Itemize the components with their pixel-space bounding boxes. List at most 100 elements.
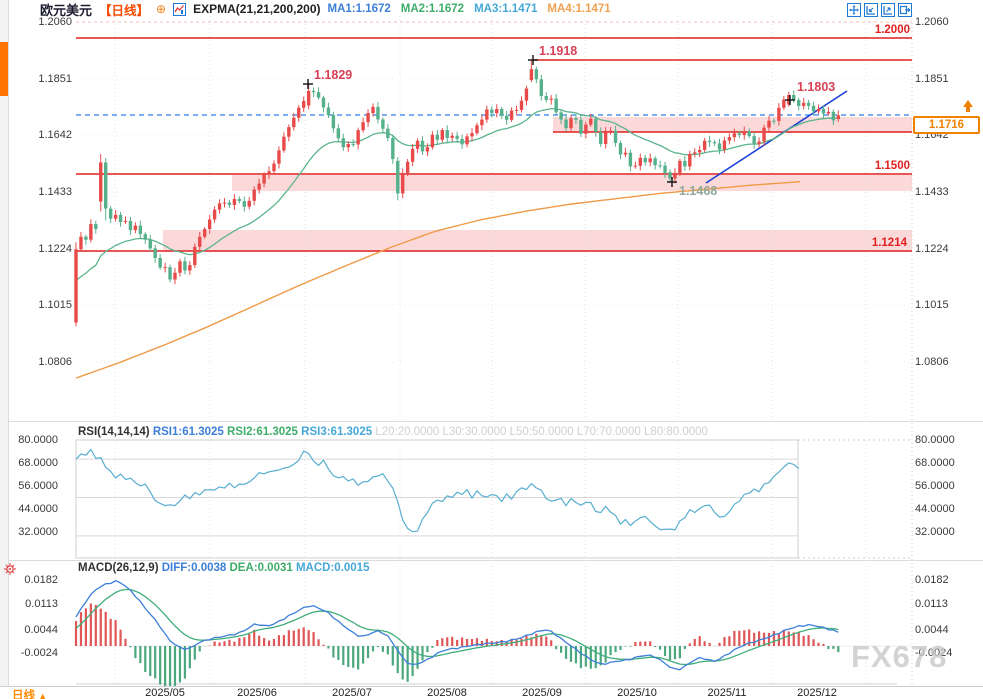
macd-tick-left: -0.0024 <box>20 647 58 659</box>
low-annotation-11468: 1.1468 <box>679 184 718 198</box>
macd-tick-right: 0.0044 <box>915 624 949 636</box>
panel-frames <box>0 421 983 561</box>
candles-layer <box>74 60 840 327</box>
watermark: FX678 <box>851 639 948 674</box>
ma-label-1: MA1:1.1672 <box>327 3 391 15</box>
rsi-layer <box>75 439 912 559</box>
date-label: 2025/12 <box>797 687 837 699</box>
ma-label-2: MA2:1.1672 <box>400 3 465 15</box>
price-tick-right: 1.1224 <box>915 243 949 255</box>
rsi-level-4: L70:70.0000 <box>576 426 644 438</box>
rsi-values: RSI1:61.3025 RSI2:61.3025 RSI3:61.3025 <box>153 426 376 438</box>
zoom-in-axis-icon[interactable] <box>881 3 895 17</box>
period-tag[interactable]: 【日线】 <box>99 3 150 18</box>
date-label: 2025/06 <box>237 687 277 699</box>
rsi-level-1: L20:20.0000 <box>375 426 443 438</box>
date-label: 2025/07 <box>332 687 372 699</box>
ma-label-4: MA4:1.1471 <box>547 3 611 15</box>
price-tick-left: 1.0806 <box>38 356 72 368</box>
price-tick-right: 1.1851 <box>915 73 949 85</box>
macd-layer <box>74 580 912 691</box>
rsi-tick-right: 80.0000 <box>915 434 955 446</box>
macd-tick-left: 0.0044 <box>24 624 58 636</box>
high-annotation-11829: 1.1829 <box>314 68 353 82</box>
macd-value-1: DIFF:0.0038 <box>161 562 230 574</box>
rsi-tick-right: 44.0000 <box>915 503 955 515</box>
rsi-header: RSI(14,14,14) RSI1:61.3025 RSI2:61.3025 … <box>78 426 708 438</box>
price-tick-right: 1.2060 <box>915 16 949 28</box>
macd-tick-right: 0.0113 <box>915 598 948 610</box>
rsi-value-2: RSI2:61.3025 <box>226 426 302 438</box>
price-tick-right: 1.1433 <box>915 186 949 198</box>
date-label: 2025/05 <box>145 687 185 699</box>
macd-tick-right: -0.0024 <box>915 647 953 659</box>
price-tick-left: 1.2060 <box>38 16 72 28</box>
rsi-level-3: L50:50.0000 <box>509 426 577 438</box>
key-markers <box>303 55 795 187</box>
price-tick-left: 1.1224 <box>38 243 72 255</box>
rsi-value-3: RSI3:61.3025 <box>301 426 376 438</box>
price-tick-right: 1.1015 <box>915 299 949 311</box>
macd-header: MACD(26,12,9) DIFF:0.0038 DEA:0.0031 MAC… <box>78 562 369 574</box>
ma-values: MA1:1.1672 MA2:1.1672 MA3:1.1471 MA4:1.1471 <box>328 3 611 15</box>
gridlines <box>76 15 913 690</box>
ma-label-3: MA3:1.1471 <box>474 3 538 15</box>
sr-lines <box>76 37 912 252</box>
supply-zones <box>163 117 912 251</box>
macd-value-3: MACD:0.0015 <box>295 562 370 574</box>
indicator-settings-icon[interactable] <box>3 562 17 576</box>
resistance-label-12000: 1.2000 <box>874 24 910 36</box>
price-tick-left: 1.1015 <box>38 299 72 311</box>
date-label: 2025/11 <box>707 687 747 699</box>
add-indicator-icon[interactable]: ⊕ <box>156 2 167 16</box>
date-label: 2025/10 <box>617 687 657 699</box>
macd-value-2: DEA:0.0031 <box>229 562 296 574</box>
pan-move-icon[interactable] <box>847 3 861 17</box>
price-up-arrow-icon <box>963 100 973 112</box>
indicator-name[interactable]: EXPMA(21,21,200,200) <box>193 2 321 16</box>
chevron-up-icon: ▲ <box>38 691 48 699</box>
macd-tick-left: 0.0113 <box>25 598 58 610</box>
rsi-levels: L20:20.0000 L30:30.0000 L50:50.0000 L70:… <box>375 426 708 438</box>
price-tick-left: 1.1433 <box>38 186 72 198</box>
date-label: 2025/08 <box>427 687 467 699</box>
rsi-tick-left: 80.0000 <box>18 434 58 446</box>
rsi-tick-left: 68.0000 <box>18 457 58 469</box>
rsi-level-5: L80:80.0000 <box>643 426 708 438</box>
price-tick-right: 1.0806 <box>915 356 949 368</box>
rsi-tick-left: 32.0000 <box>18 526 58 538</box>
high-annotation-11803: 1.1803 <box>797 80 836 94</box>
timeframe-label: 日线 <box>12 690 35 699</box>
last-price-box: 1.1716 <box>913 116 980 134</box>
exit-fullscreen-icon[interactable] <box>898 3 912 17</box>
date-label: 2025/09 <box>522 687 562 699</box>
time-axis-bar <box>0 686 983 699</box>
zoom-out-axis-icon[interactable] <box>864 3 878 17</box>
rsi-title[interactable]: RSI(14,14,14) <box>78 426 150 438</box>
symbol-title: 欧元美元 <box>40 2 93 18</box>
chart-toolbar <box>847 3 912 17</box>
timeframe-selector[interactable]: 日线 ▲ <box>12 687 47 699</box>
left-scroll-rail <box>0 0 9 686</box>
rsi-tick-right: 56.0000 <box>915 480 955 492</box>
rsi-tick-right: 68.0000 <box>915 457 955 469</box>
macd-tick-left: 0.0182 <box>24 574 58 586</box>
price-tick-left: 1.1642 <box>38 129 72 141</box>
left-scroll-thumb[interactable] <box>0 42 8 96</box>
rsi-value-1: RSI1:61.3025 <box>152 426 227 438</box>
high-annotation-11918: 1.1918 <box>539 44 578 58</box>
chart-header: 欧元美元 【日线】 ⊕ EXPMA(21,21,200,200) MA1:1.1… <box>40 1 611 18</box>
macd-tick-right: 0.0182 <box>915 574 949 586</box>
rsi-tick-right: 32.0000 <box>915 526 955 538</box>
rsi-tick-left: 56.0000 <box>18 480 58 492</box>
rsi-level-2: L30:30.0000 <box>442 426 510 438</box>
macd-values: DIFF:0.0038 DEA:0.0031 MACD:0.0015 <box>162 562 370 574</box>
support-label-11214: 1.1214 <box>871 237 907 249</box>
rsi-tick-left: 44.0000 <box>18 503 58 515</box>
price-tick-left: 1.1851 <box>38 73 72 85</box>
macd-title[interactable]: MACD(26,12,9) <box>78 562 159 574</box>
candlestick-chart-icon[interactable] <box>173 2 187 16</box>
support-label-11500: 1.1500 <box>874 160 910 172</box>
